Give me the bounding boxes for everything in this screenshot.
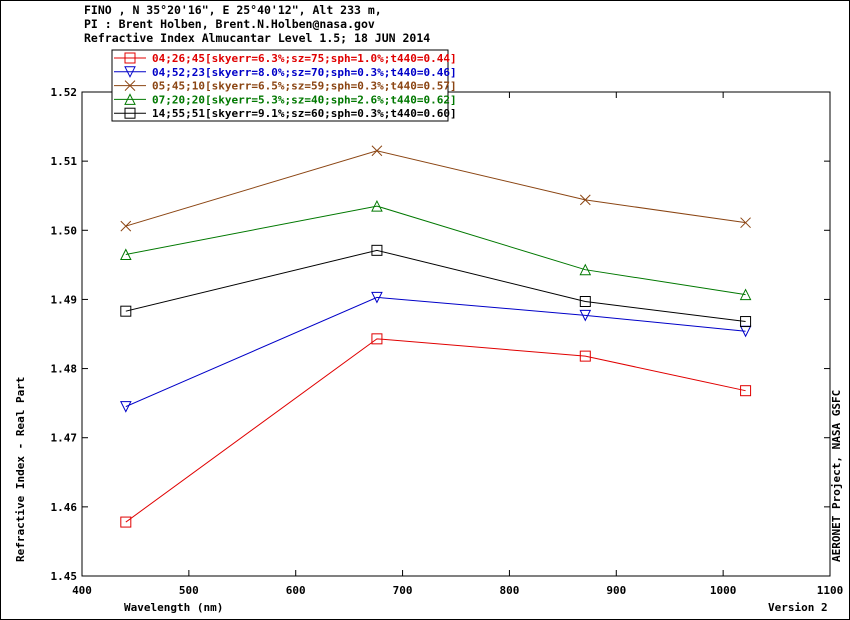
y-tick-label: 1.52 xyxy=(51,86,78,99)
legend-marker xyxy=(124,107,136,119)
legend-box xyxy=(111,49,449,122)
data-point-marker xyxy=(120,305,132,317)
data-point-marker xyxy=(371,333,383,345)
y-tick-label: 1.45 xyxy=(51,570,78,583)
x-tick-label: 500 xyxy=(179,584,199,597)
series-line xyxy=(125,296,746,408)
header-site-line: FINO , N 35°20'16", E 25°40'12", Alt 233… xyxy=(84,3,382,17)
legend-label: 14;55;51[skyerr=9.1%;sz=60;sph=0.3%;t440… xyxy=(152,107,457,120)
legend-marker xyxy=(124,52,136,64)
series-2 xyxy=(120,291,752,413)
y-tick-label: 1.46 xyxy=(51,501,78,514)
series-5 xyxy=(120,244,752,328)
legend-label: 04;52;23[skyerr=8.0%;sz=70;sph=0.3%;t440… xyxy=(152,66,457,79)
data-point-marker xyxy=(740,217,751,229)
x-tick-label: 700 xyxy=(393,584,413,597)
legend-entry: 05;45;10[skyerr=6.5%;sz=59;sph=0.3%;t440… xyxy=(114,80,457,93)
header-product-line: Refractive Index Almucantar Level 1.5; 1… xyxy=(84,31,431,45)
data-point-marker xyxy=(120,401,132,413)
header-pi-line: PI : Brent Holben, Brent.N.Holben@nasa.g… xyxy=(84,17,375,31)
legend-label: 04;26;45[skyerr=6.3%;sz=75;sph=1.0%;t440… xyxy=(152,52,457,65)
x-tick-label: 900 xyxy=(606,584,626,597)
y-axis-label: Refractive Index - Real Part xyxy=(14,377,27,562)
data-point-marker xyxy=(579,350,591,362)
data-point-marker xyxy=(120,220,132,232)
y-tick-label: 1.50 xyxy=(51,224,78,237)
legend-marker xyxy=(124,80,136,91)
x-tick-label: 400 xyxy=(72,584,92,597)
data-point-marker xyxy=(740,316,752,328)
legend: 04;26;45[skyerr=6.3%;sz=75;sph=1.0%;t440… xyxy=(111,49,457,122)
data-point-marker xyxy=(120,248,132,260)
legend-entry: 14;55;51[skyerr=9.1%;sz=60;sph=0.3%;t440… xyxy=(114,107,457,120)
legend-label: 07;20;20[skyerr=5.3%;sz=40;sph=2.6%;t440… xyxy=(152,93,457,106)
y-tick-label: 1.49 xyxy=(51,293,78,306)
data-point-marker xyxy=(739,288,752,301)
y-tick-label: 1.47 xyxy=(51,432,78,445)
series-layer xyxy=(120,145,752,528)
x-tick-label: 600 xyxy=(286,584,306,597)
series-line xyxy=(125,338,746,523)
legend-marker xyxy=(124,93,136,105)
x-tick-label: 1100 xyxy=(817,584,844,597)
data-point-marker xyxy=(579,263,592,276)
legend-label: 05;45;10[skyerr=6.5%;sz=59;sph=0.3%;t440… xyxy=(152,80,457,93)
version-label: Version 2 xyxy=(768,601,828,614)
series-line xyxy=(125,249,746,323)
data-point-marker xyxy=(371,244,383,256)
x-axis-label: Wavelength (nm) xyxy=(124,601,223,614)
data-point-marker xyxy=(579,194,591,206)
y-tick-label: 1.48 xyxy=(51,363,78,376)
data-point-marker xyxy=(579,296,591,308)
legend-entry: 04;26;45[skyerr=6.3%;sz=75;sph=1.0%;t440… xyxy=(114,52,457,65)
plot-area xyxy=(81,91,831,577)
series-4 xyxy=(120,199,752,301)
legend-entry: 07;20;20[skyerr=5.3%;sz=40;sph=2.6%;t440… xyxy=(114,93,457,106)
x-tick-label: 1000 xyxy=(710,584,737,597)
legend-entry: 04;52;23[skyerr=8.0%;sz=70;sph=0.3%;t440… xyxy=(114,66,457,79)
legend-marker xyxy=(124,66,136,78)
x-tick-label: 800 xyxy=(499,584,519,597)
series-3 xyxy=(120,145,751,232)
series-1 xyxy=(120,333,752,528)
data-point-marker xyxy=(371,145,383,157)
data-point-marker xyxy=(579,309,592,322)
data-point-marker xyxy=(371,291,383,304)
aeronet-credit-label: AERONET Project, NASA GSFC xyxy=(830,390,843,562)
data-point-marker xyxy=(120,516,132,528)
series-line xyxy=(125,205,746,296)
data-point-marker xyxy=(740,385,752,397)
y-tick-label: 1.51 xyxy=(51,155,78,168)
series-line xyxy=(125,150,746,227)
axis-ticks: 400 500 600 700 800 900 1000 1100 1.45 1.46 1.47 1.… xyxy=(51,86,844,597)
data-point-marker xyxy=(371,199,383,212)
